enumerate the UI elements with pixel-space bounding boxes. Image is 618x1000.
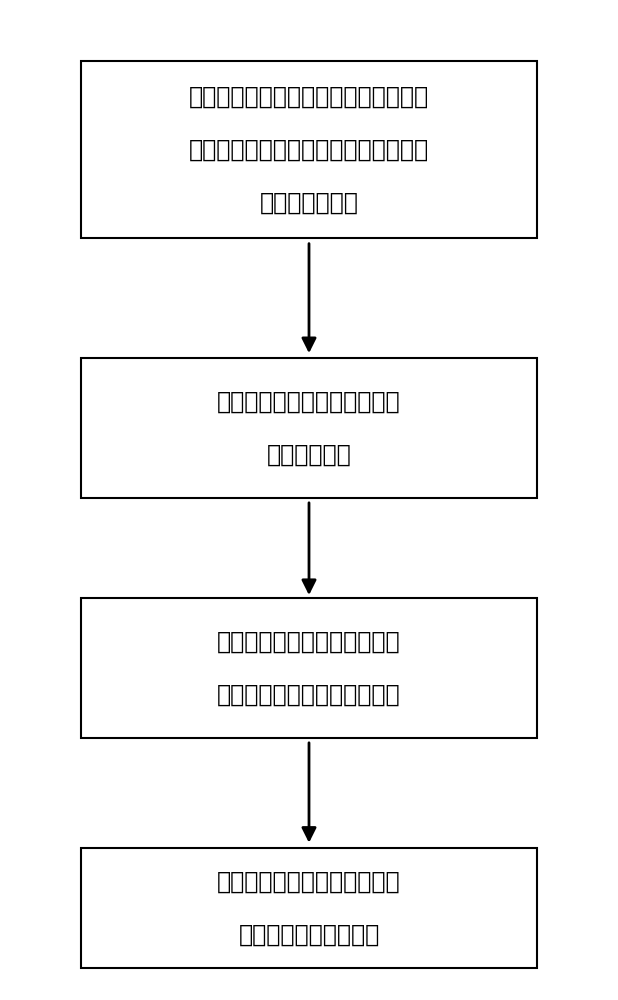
Text: 制光伏阵列产生的波动: 制光伏阵列产生的波动 (239, 922, 379, 946)
Text: 系统的约束数据: 系统的约束数据 (260, 190, 358, 214)
FancyBboxPatch shape (81, 598, 537, 738)
Text: 建立光伏预测模型，并对光伏: 建立光伏预测模型，并对光伏 (217, 390, 401, 414)
Text: 出力进行预测: 出力进行预测 (266, 442, 352, 466)
FancyBboxPatch shape (81, 358, 537, 498)
Text: 使用机会约束的方法求解目标: 使用机会约束的方法求解目标 (217, 630, 401, 654)
Text: 控制储能系统的输出功率，抑: 控制储能系统的输出功率，抑 (217, 870, 401, 894)
FancyBboxPatch shape (81, 848, 537, 968)
Text: 接收电网的有功功率、光伏电站出力的: 接收电网的有功功率、光伏电站出力的 (189, 85, 429, 109)
Text: 调度数据、预测模型的预测数据和储能: 调度数据、预测模型的预测数据和储能 (189, 138, 429, 162)
FancyBboxPatch shape (81, 61, 537, 238)
Text: 函数，得出储能系统的出力值: 函数，得出储能系统的出力值 (217, 682, 401, 706)
